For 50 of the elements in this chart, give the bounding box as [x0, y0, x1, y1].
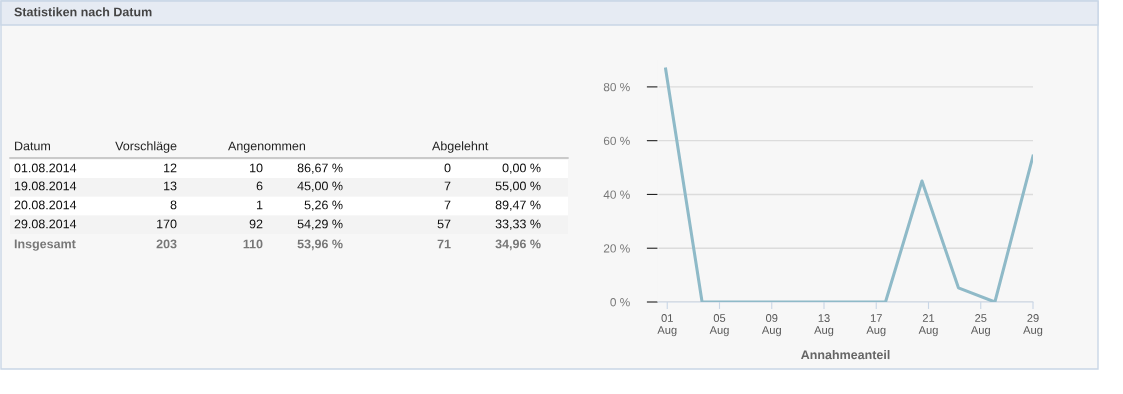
- text: 53,96 %: [297, 239, 343, 251]
- line-series: [664, 67, 1033, 302]
- text: 01.08.2014: [14, 163, 77, 173]
- text: 110: [243, 239, 263, 249]
- text: 55,00 %: [495, 181, 541, 192]
- text: 0: [444, 163, 451, 173]
- text: 29.08.2014: [14, 219, 77, 229]
- x-tick-label: 13 Aug: [814, 314, 834, 337]
- x-tick-label: 21 Aug: [918, 314, 938, 337]
- x-axis-title: Annahmeanteil: [801, 350, 890, 360]
- text: 12: [164, 163, 177, 173]
- text: 170: [157, 219, 177, 229]
- text: 33,33 %: [495, 219, 541, 230]
- text: 20.08.2014: [14, 200, 77, 210]
- text: 92: [249, 219, 263, 229]
- text: 0,00 %: [502, 163, 541, 174]
- text: 86,67 %: [297, 163, 343, 174]
- x-tick-label: 09 Aug: [761, 314, 781, 337]
- category-label: Datum: [15, 141, 50, 151]
- category-label: Vorschläge: [115, 141, 177, 153]
- text: 6: [256, 181, 263, 191]
- text: 8: [170, 200, 177, 210]
- text: 13: [164, 181, 177, 191]
- text: 34,96 %: [495, 239, 541, 251]
- x-tick-label: 05 Aug: [709, 314, 729, 337]
- y-tick-label: 0 %: [610, 298, 630, 307]
- x-tick-label: 29 Aug: [1023, 314, 1043, 337]
- text: 1: [257, 200, 263, 210]
- text: 89,47 %: [495, 200, 541, 211]
- x-tick-label: 17 Aug: [866, 314, 886, 337]
- x-tick-label: 25 Aug: [970, 314, 990, 337]
- category-label: Angenommen: [228, 141, 306, 153]
- text: 5,26 %: [304, 200, 343, 211]
- text: 54,29 %: [297, 219, 343, 230]
- text: 7: [444, 200, 451, 210]
- text: 10: [250, 163, 263, 173]
- text: 45,00 %: [297, 181, 343, 192]
- text: Insgesamt: [14, 239, 76, 251]
- y-tick-label: 40 %: [603, 190, 630, 199]
- y-tick-label: 60 %: [603, 136, 630, 146]
- y-tick-label: 20 %: [603, 244, 630, 253]
- text: 7: [444, 181, 451, 191]
- text: 19.08.2014: [14, 181, 77, 191]
- text: 57: [437, 219, 451, 229]
- text: 203: [156, 239, 177, 249]
- category-label: Abgelehnt: [432, 141, 489, 153]
- x-tick-label: 01 Aug: [657, 314, 677, 337]
- y-tick-label: 80 %: [603, 82, 630, 92]
- text: 71: [437, 239, 451, 249]
- text: Statistiken nach Datum: [14, 7, 152, 17]
